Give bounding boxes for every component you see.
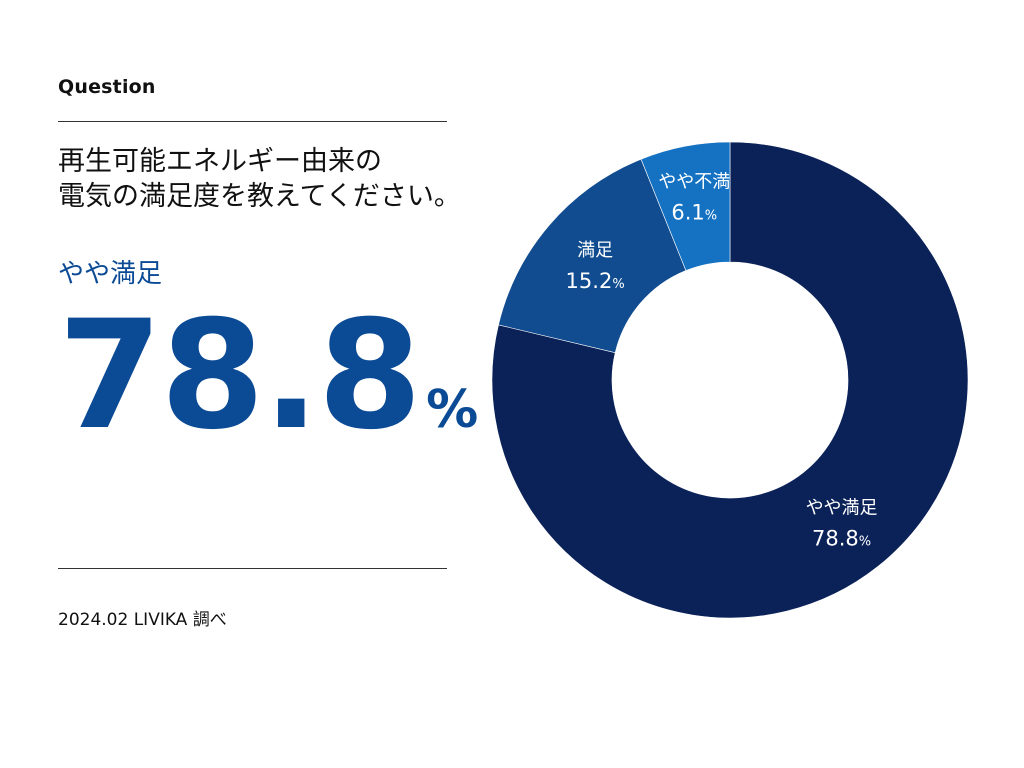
donut-slice-2	[498, 158, 687, 354]
highlight-percentage: 78.8 %	[58, 296, 478, 456]
donut-chart: やや満足 78.8% 満足 15.2% やや不満 6.1%	[480, 130, 980, 630]
highlight-value: 78.8	[58, 289, 422, 463]
highlight-unit: %	[426, 380, 479, 440]
slice-value-label: 6.1%	[671, 200, 717, 224]
question-text: 再生可能エネルギー由来の 電気の満足度を教えてください。	[58, 144, 518, 214]
donut-chart-svg: やや満足 78.8% 満足 15.2% やや不満 6.1%	[491, 141, 969, 619]
question-line-1: 再生可能エネルギー由来の	[58, 146, 382, 177]
highlight-answer-label: やや満足	[58, 259, 163, 289]
slice-category-label: 満足	[577, 240, 613, 261]
slice-value-label: 78.8%	[812, 526, 871, 550]
slice-category-label: やや満足	[806, 497, 878, 518]
bottom-divider	[58, 568, 447, 569]
donut-slice-1	[491, 141, 969, 619]
top-divider	[58, 121, 447, 122]
source-note: 2024.02 LIVIKA 調べ	[58, 610, 227, 630]
slice-value-label: 15.2%	[566, 269, 625, 293]
question-label: Question	[58, 76, 156, 98]
question-line-2: 電気の満足度を教えてください。	[58, 181, 461, 212]
donut-slice-3	[640, 141, 731, 271]
slice-category-label: やや不満	[658, 171, 730, 192]
